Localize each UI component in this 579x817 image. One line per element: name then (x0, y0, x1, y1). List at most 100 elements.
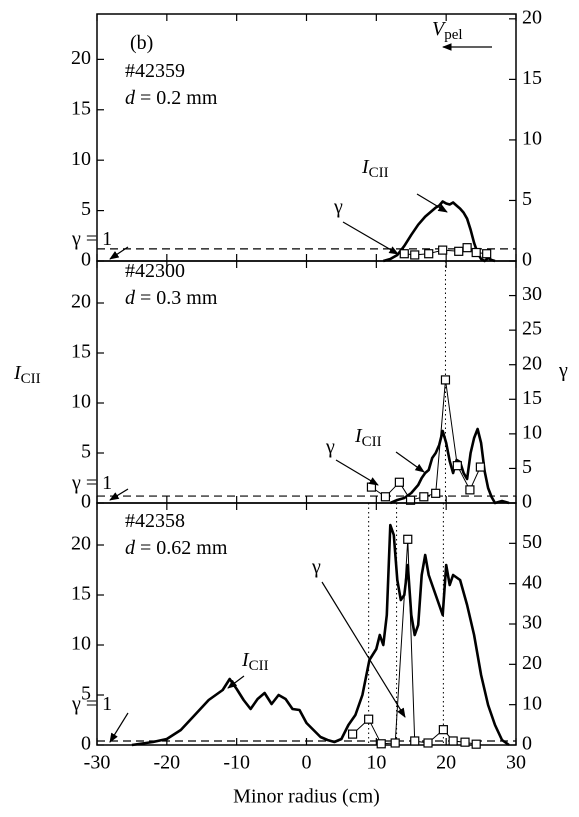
x-tick-label: -30 (84, 752, 111, 774)
text-part: #42358 (125, 510, 185, 532)
y2-tick-label: 40 (522, 571, 542, 593)
annotation: #42358 (125, 510, 185, 532)
y2-tick-label: 5 (522, 188, 532, 210)
y2-tick-label: 15 (522, 67, 542, 89)
gamma-line (371, 379, 481, 501)
y-tick-label: 10 (71, 148, 91, 170)
text-part: = 0.62 mm (135, 537, 228, 559)
annotation: d = 0.3 mm (125, 287, 218, 309)
arrow (335, 459, 379, 486)
text-part: γ (311, 556, 321, 578)
y-tick-label: 15 (71, 97, 91, 119)
y-tick-label: 0 (81, 249, 91, 271)
italic-part: V (432, 18, 447, 40)
y-tick-label: 15 (71, 583, 91, 605)
annotation: γ (333, 196, 343, 218)
text-part: = 0.3 mm (135, 287, 218, 309)
gamma-marker (419, 492, 429, 502)
y2-tick-label: 10 (522, 421, 542, 443)
gamma-marker (448, 736, 458, 746)
annotation: (b) (130, 32, 153, 54)
y-tick-label: 15 (71, 341, 91, 363)
gamma-marker (440, 375, 451, 385)
annotation: Vpel (432, 18, 463, 44)
y2-tick-label: 0 (522, 491, 532, 513)
y-tick-label: 10 (71, 633, 91, 655)
arrow (227, 675, 245, 689)
x-tick-label: -10 (223, 752, 250, 774)
y2-tick-label: 10 (522, 692, 542, 714)
annotation: ICII (354, 425, 382, 451)
y2-tick-label: 30 (522, 283, 542, 305)
gamma-marker (465, 485, 475, 495)
gamma-marker (460, 737, 470, 747)
y-tick-label: 5 (81, 198, 91, 220)
subscript: CII (21, 371, 41, 387)
annotation: ICII (361, 156, 389, 182)
arrow (109, 488, 129, 501)
plot-frame (96, 13, 517, 262)
intensity-line (389, 427, 510, 505)
gamma-marker (475, 462, 485, 472)
gamma-marker (390, 738, 400, 748)
annotation: #42359 (125, 60, 185, 82)
intensity-line (131, 523, 510, 747)
text-part: #42359 (125, 60, 185, 82)
subscript: pel (444, 27, 462, 43)
annotation: γ (558, 360, 568, 382)
y2-tick-label: 5 (522, 456, 532, 478)
annotation: d = 0.2 mm (125, 87, 218, 109)
text-part: = 0.2 mm (135, 87, 218, 109)
text-part: γ = 1 (71, 693, 112, 715)
annotation: γ (325, 436, 335, 458)
y-tick-label: 0 (81, 733, 91, 755)
y-tick-label: 5 (81, 441, 91, 463)
y2-tick-label: 15 (522, 387, 542, 409)
gamma-marker (438, 245, 448, 255)
y2-tick-label: 10 (522, 128, 542, 150)
arrow (109, 246, 129, 260)
annotation: ICII (241, 649, 269, 675)
annotation: γ = 1 (71, 472, 112, 494)
gamma-marker (452, 461, 462, 471)
gamma-marker (394, 477, 404, 487)
gamma-marker (380, 492, 391, 502)
italic-part: I (241, 649, 250, 671)
gamma-marker (454, 246, 464, 256)
y-tick-label: 5 (81, 683, 91, 705)
gamma-marker (438, 725, 448, 735)
y2-tick-label: 20 (522, 352, 542, 374)
text-part: (b) (130, 32, 153, 54)
y2-tick-label: 20 (522, 6, 542, 28)
annotation: ICII (13, 362, 41, 388)
gamma-marker (471, 739, 481, 749)
text-part: γ = 1 (71, 228, 112, 250)
italic-part: I (13, 362, 22, 384)
text-part: γ = 1 (71, 472, 112, 494)
annotation: d = 0.62 mm (125, 537, 228, 559)
arrow (109, 712, 129, 743)
y-tick-label: 20 (71, 291, 91, 313)
text-part: γ (333, 196, 343, 218)
italic-part: d (125, 537, 136, 559)
gamma-marker (410, 736, 420, 746)
arrow (395, 451, 425, 473)
y2-tick-label: 30 (522, 612, 542, 634)
y2-tick-label: 0 (522, 249, 532, 271)
gamma-marker (431, 488, 441, 498)
italic-part: d (125, 287, 136, 309)
gamma-marker (366, 482, 377, 492)
annotation: γ (311, 556, 321, 578)
gamma-marker (423, 738, 433, 748)
y2-tick-label: 0 (522, 733, 532, 755)
arrow (321, 581, 406, 718)
y2-tick-label: 20 (522, 652, 542, 674)
gamma-marker (462, 243, 472, 253)
arrow (416, 193, 448, 213)
gamma-marker (347, 729, 358, 739)
gamma-marker (399, 249, 409, 259)
y-tick-label: 0 (81, 491, 91, 513)
gamma-marker (403, 534, 413, 544)
